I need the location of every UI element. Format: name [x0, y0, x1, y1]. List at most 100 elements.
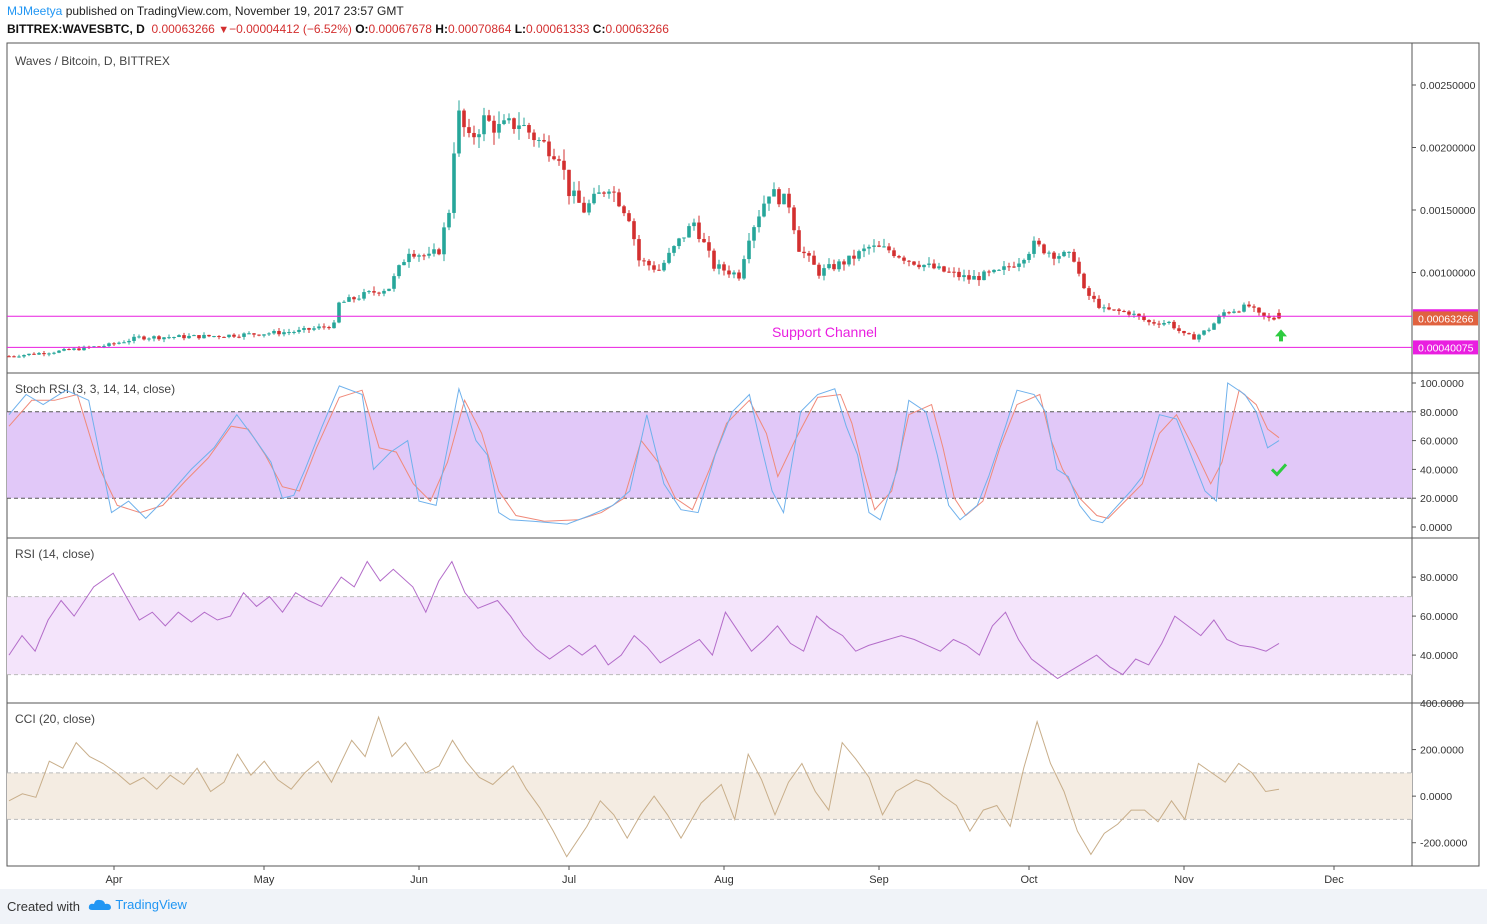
candle-body	[242, 333, 246, 337]
open-value: 0.00067678	[368, 22, 432, 36]
indicator-tick-label: 0.0000	[1420, 791, 1452, 803]
candle-body	[202, 334, 206, 339]
indicator-tick-label: 200.0000	[1420, 745, 1464, 757]
candle-body	[707, 242, 711, 251]
candle-body	[67, 349, 71, 351]
candle-body	[912, 261, 916, 265]
candle-body	[212, 336, 216, 338]
candle-body	[892, 250, 896, 257]
candle-body	[577, 190, 581, 203]
indicator-tick-label: 60.0000	[1420, 436, 1458, 448]
candle-body	[932, 263, 936, 269]
candle-body	[792, 207, 796, 231]
candle-body	[1072, 251, 1076, 262]
candle-body	[487, 115, 491, 121]
indicator-band	[7, 411, 1412, 499]
indicator-tick-label: 400.0000	[1420, 698, 1464, 710]
candle-body	[407, 253, 411, 263]
candle-body	[1227, 312, 1231, 314]
candle-body	[32, 353, 36, 355]
symbol-label[interactable]: BITTREX:WAVESBTC, D	[7, 22, 145, 36]
indicator-title: RSI (14, close)	[15, 547, 94, 561]
candle-body	[12, 356, 16, 358]
last-price-tag-bg	[1413, 311, 1478, 326]
candle-body	[1207, 329, 1211, 331]
candle-body	[17, 356, 21, 358]
candle-body	[762, 203, 766, 217]
candle-body	[47, 353, 51, 355]
candle-body	[562, 160, 566, 170]
candle-body	[1002, 266, 1006, 270]
candle-body	[597, 192, 601, 194]
candle-body	[257, 334, 261, 336]
candle-body	[522, 125, 526, 127]
indicator-tick-label: 0.0000	[1420, 522, 1452, 534]
candle-body	[92, 346, 96, 348]
candle-body	[97, 346, 101, 348]
candle-body	[567, 169, 571, 197]
candle-body	[277, 330, 281, 335]
cci-line	[8, 715, 1280, 858]
candle-body	[447, 212, 451, 228]
candle-body	[657, 269, 661, 271]
candle-body	[922, 264, 926, 268]
price-tick-label: 0.00250000	[1420, 80, 1476, 92]
candle-body	[137, 336, 141, 338]
candle-body	[902, 257, 906, 261]
candle-body	[482, 115, 486, 135]
candle-body	[382, 290, 386, 294]
candle-body	[152, 336, 156, 339]
candle-body	[187, 335, 191, 339]
candle-body	[182, 335, 186, 339]
support-lower-tag-bg	[1413, 340, 1478, 355]
candle-body	[502, 120, 506, 124]
candle-body	[787, 193, 791, 208]
candle-body	[122, 342, 126, 344]
candle-body	[507, 118, 511, 121]
candle-body	[777, 189, 781, 205]
indicator-title: Stoch RSI (3, 3, 14, 14, close)	[15, 382, 175, 396]
candle-body	[857, 251, 861, 259]
price-change: −0.00004412 (−6.52%)	[229, 22, 352, 36]
candle-body	[942, 266, 946, 272]
candle-body	[1232, 311, 1236, 313]
candle-body	[692, 222, 696, 227]
candle-body	[172, 337, 176, 339]
tradingview-logo[interactable]: TradingView	[88, 897, 187, 912]
price-pane-title: Waves / Bitcoin, D, BITTREX	[15, 54, 170, 68]
candle-body	[1147, 319, 1151, 323]
candle-body	[782, 193, 786, 205]
candle-body	[1097, 298, 1101, 308]
candle-body	[832, 264, 836, 270]
time-tick-label: Oct	[1020, 874, 1037, 886]
candle-body	[357, 298, 361, 300]
ohlc-line: BITTREX:WAVESBTC, D 0.00063266 ▼−0.00004…	[7, 22, 669, 36]
candle-body	[132, 336, 136, 341]
candle-body	[1257, 307, 1261, 313]
candle-body	[1162, 323, 1166, 325]
candle-body	[177, 335, 181, 338]
last-price: 0.00063266	[151, 22, 215, 36]
candle-body	[292, 331, 296, 333]
candle-body	[402, 262, 406, 266]
candle-body	[367, 291, 371, 293]
candle-body	[617, 192, 621, 207]
candle-body	[227, 334, 231, 338]
candle-body	[82, 346, 86, 351]
candle-body	[807, 253, 811, 256]
author-link[interactable]: MJMeetya	[7, 4, 63, 18]
indicator-band	[7, 772, 1412, 820]
candle-body	[462, 110, 466, 128]
close-value: 0.00063266	[605, 22, 669, 36]
candle-body	[517, 125, 521, 129]
candle-body	[997, 269, 1001, 271]
candle-body	[432, 249, 436, 254]
candle-body	[817, 264, 821, 276]
low-value: 0.00061333	[526, 22, 590, 36]
candle-body	[967, 275, 971, 280]
time-tick-label: Jul	[562, 874, 576, 886]
candle-body	[652, 265, 656, 270]
time-tick-label: Sep	[869, 874, 889, 886]
candle-body	[837, 261, 841, 270]
